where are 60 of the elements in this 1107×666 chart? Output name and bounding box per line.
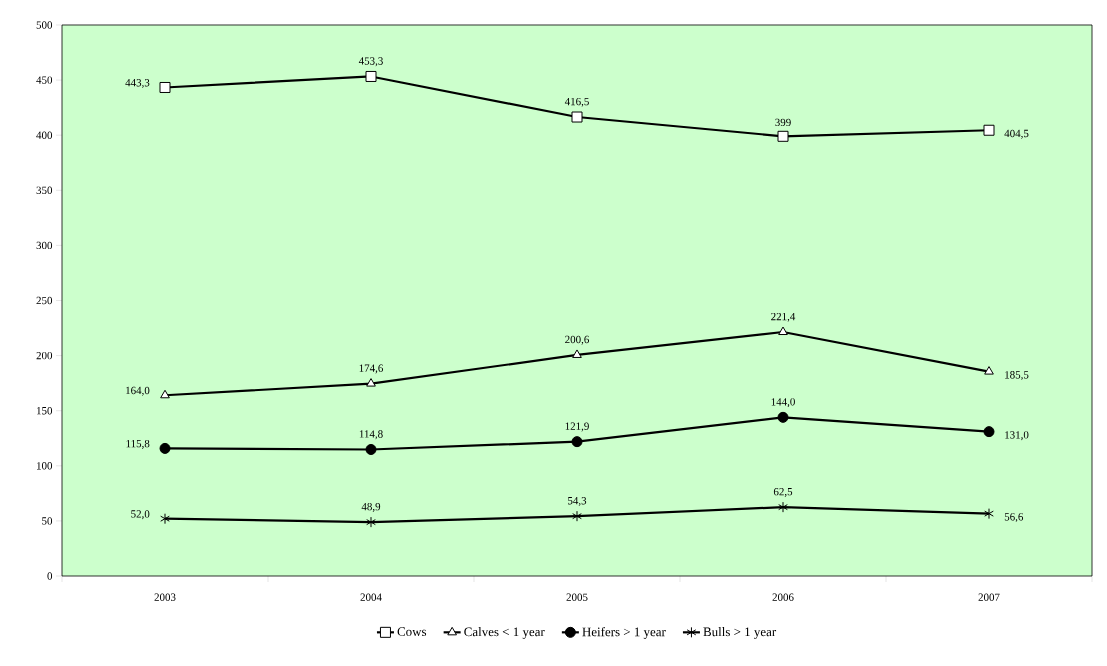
point: [984, 508, 994, 520]
point: [572, 510, 582, 522]
y-tick-label: 50: [42, 517, 53, 525]
legend-label: Bulls > 1 year: [703, 627, 777, 639]
data-label: 115,8: [126, 439, 150, 449]
y-tick-label: 350: [36, 186, 53, 194]
data-label: 185,5: [1005, 371, 1029, 381]
data-label: 131,0: [1005, 431, 1029, 441]
point: [366, 516, 376, 528]
y-tick-label: 500: [36, 21, 53, 29]
data-label: 221,4: [771, 312, 796, 322]
point: [983, 426, 995, 438]
data-label: 399: [775, 118, 791, 127]
point: [160, 389, 170, 399]
data-label: 416,5: [564, 97, 589, 107]
y-tick-label: 200: [36, 351, 53, 360]
point: [365, 70, 377, 82]
point: [366, 378, 376, 387]
y-tick-label: 300: [36, 241, 53, 250]
y-tick-label: 450: [36, 76, 53, 84]
point: [159, 81, 171, 93]
point: [778, 501, 788, 513]
point: [571, 111, 583, 123]
data-label: 174,6: [359, 364, 384, 374]
x-tick-label: 2007: [978, 593, 1000, 601]
x-tick-label: 2005: [566, 593, 588, 601]
data-label: 114,8: [359, 430, 383, 440]
y-tick-label: 0: [47, 572, 53, 580]
point: [777, 411, 789, 423]
legend-label: Calves < 1 year: [464, 627, 545, 639]
point: [572, 349, 582, 358]
point: [777, 130, 789, 142]
y-tick-label: 150: [37, 407, 53, 415]
data-label: 56,6: [1004, 513, 1024, 523]
y-tick-label: 400: [36, 131, 53, 139]
point: [984, 366, 994, 375]
x-tick-label: 2003: [154, 593, 176, 601]
data-label: 164,0: [126, 386, 150, 396]
data-label: 52,0: [131, 510, 150, 520]
x-tick-label: 2006: [772, 593, 794, 601]
legend-label: Cows: [397, 627, 427, 636]
data-label: 144,0: [771, 398, 795, 408]
data-label: 443,3: [125, 79, 150, 88]
data-label: 200,6: [565, 335, 590, 345]
data-label: 62,5: [773, 487, 793, 497]
data-label: 54,3: [568, 497, 587, 506]
data-label: 404,5: [1004, 129, 1029, 139]
y-tick-label: 250: [36, 296, 53, 305]
data-label: 453,3: [358, 57, 383, 67]
point: [365, 443, 377, 455]
point: [778, 326, 788, 336]
point: [983, 124, 995, 136]
data-label: 121,9: [565, 422, 589, 432]
point: [160, 513, 170, 525]
y-tick-label: 100: [37, 462, 53, 470]
legend-label: Heifers > 1 year: [582, 627, 666, 639]
data-label: 48,9: [361, 502, 381, 512]
point: [571, 436, 583, 448]
point: [159, 442, 171, 454]
x-tick-label: 2004: [360, 593, 382, 601]
